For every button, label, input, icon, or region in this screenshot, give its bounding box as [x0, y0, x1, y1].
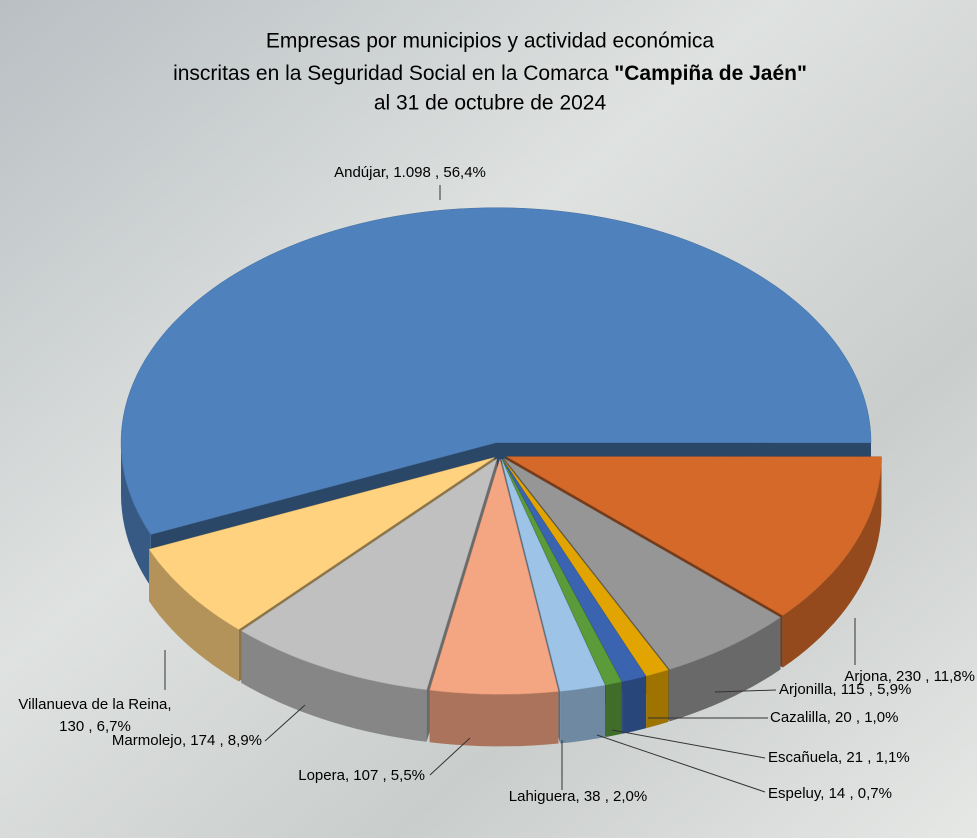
slice-top [501, 459, 606, 692]
data-label-line: 130 , 6,7% [59, 718, 131, 735]
slice-top [502, 458, 669, 677]
slice-top [429, 458, 559, 695]
slice-side [646, 669, 669, 729]
chart-title: al 31 de octubre de 2024 [374, 92, 607, 115]
title-part: inscritas en la Seguridad Social en la C… [173, 62, 614, 85]
slice-top [240, 458, 498, 691]
data-label: Lahiguera, 38 , 2,0% [509, 788, 647, 805]
data-label: Espeluy, 14 , 0,7% [768, 785, 892, 802]
slice-side [149, 549, 239, 682]
slice-side [429, 690, 559, 747]
data-label: Arjonilla, 115 , 5,9% [779, 681, 911, 698]
slice [429, 458, 559, 747]
chart-title: inscritas en la Seguridad Social en la C… [173, 62, 807, 85]
data-label-line: Villanueva de la Reina, [18, 696, 171, 713]
slice-side [782, 456, 882, 668]
slice-side [241, 630, 427, 742]
data-label: Andújar, 1.098 , 56,4% [334, 164, 486, 181]
data-label: Cazalilla, 20 , 1,0% [770, 709, 898, 726]
slice-side [560, 685, 605, 744]
slice-top [148, 457, 495, 630]
slice-side [622, 676, 646, 734]
title-emphasis: "Campiña de Jaén" [614, 62, 807, 85]
slice-top [504, 458, 781, 670]
leader-line [596, 734, 766, 793]
data-label: Marmolejo, 174 , 8,9% [112, 732, 262, 749]
leader-line [264, 704, 306, 742]
data-label: Arjona, 230 , 11,8% [844, 668, 975, 685]
slice-top [501, 459, 623, 686]
slice-side [121, 442, 151, 587]
slice-side [669, 617, 781, 722]
data-label: Escañuela, 21 , 1,1% [768, 749, 910, 766]
slice-top [120, 207, 872, 535]
leader-line [429, 737, 471, 776]
leader-line [714, 689, 777, 693]
data-label: Villanueva de la Reina, 130 , 6,7% [18, 696, 171, 735]
data-label: Lopera, 107 , 5,5% [298, 767, 425, 784]
slice-top [505, 456, 882, 616]
slice-side [605, 681, 622, 738]
chart-title: Empresas por municipios y actividad econ… [266, 30, 715, 53]
leader-line [611, 729, 766, 759]
slice-top [502, 458, 647, 683]
